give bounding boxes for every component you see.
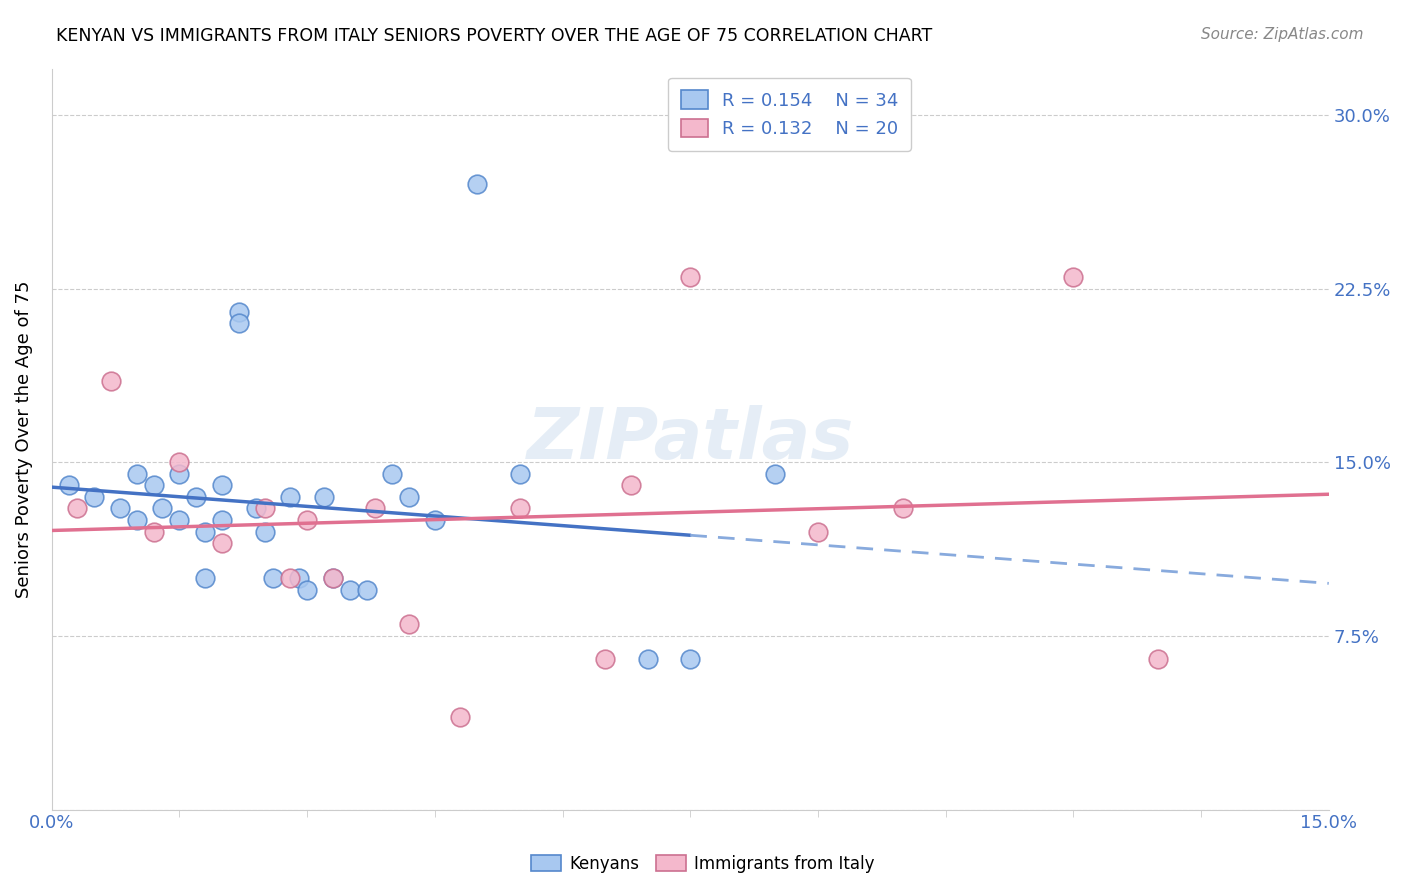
Point xyxy=(66,501,89,516)
Text: Source: ZipAtlas.com: Source: ZipAtlas.com xyxy=(1201,27,1364,42)
Point xyxy=(509,467,531,481)
Text: ZIPatlas: ZIPatlas xyxy=(527,405,853,474)
Point xyxy=(807,524,830,539)
Point xyxy=(253,524,276,539)
Point xyxy=(125,467,148,481)
Point xyxy=(467,178,489,192)
Point xyxy=(142,478,165,492)
Point xyxy=(125,513,148,527)
Point xyxy=(228,316,250,330)
Point xyxy=(287,571,309,585)
Point xyxy=(364,501,387,516)
Point xyxy=(194,524,217,539)
Point xyxy=(356,582,378,597)
Point xyxy=(423,513,446,527)
Point xyxy=(295,582,318,597)
Point xyxy=(278,490,301,504)
Point xyxy=(108,501,131,516)
Point xyxy=(253,501,276,516)
Text: KENYAN VS IMMIGRANTS FROM ITALY SENIORS POVERTY OVER THE AGE OF 75 CORRELATION C: KENYAN VS IMMIGRANTS FROM ITALY SENIORS … xyxy=(56,27,932,45)
Point xyxy=(169,513,191,527)
Point xyxy=(679,652,702,666)
Point xyxy=(194,571,217,585)
Point xyxy=(211,478,233,492)
Point xyxy=(278,571,301,585)
Point xyxy=(620,478,643,492)
Point xyxy=(322,571,344,585)
Point xyxy=(228,304,250,318)
Point xyxy=(186,490,208,504)
Point xyxy=(169,455,191,469)
Point xyxy=(398,490,420,504)
Point xyxy=(381,467,404,481)
Point xyxy=(314,490,336,504)
Legend: R = 0.154    N = 34, R = 0.132    N = 20: R = 0.154 N = 34, R = 0.132 N = 20 xyxy=(668,78,911,151)
Point xyxy=(1147,652,1170,666)
Point xyxy=(245,501,267,516)
Point xyxy=(262,571,284,585)
Point xyxy=(322,571,344,585)
Point xyxy=(211,536,233,550)
Point xyxy=(398,617,420,632)
Point xyxy=(763,467,786,481)
Point xyxy=(100,374,122,388)
Point xyxy=(142,524,165,539)
Y-axis label: Seniors Poverty Over the Age of 75: Seniors Poverty Over the Age of 75 xyxy=(15,280,32,598)
Point xyxy=(679,269,702,284)
Point xyxy=(295,513,318,527)
Legend: Kenyans, Immigrants from Italy: Kenyans, Immigrants from Italy xyxy=(524,848,882,880)
Point xyxy=(152,501,174,516)
Point xyxy=(509,501,531,516)
Point xyxy=(593,652,616,666)
Point xyxy=(211,513,233,527)
Point xyxy=(339,582,361,597)
Point xyxy=(891,501,914,516)
Point xyxy=(83,490,105,504)
Point xyxy=(1062,269,1084,284)
Point xyxy=(169,467,191,481)
Point xyxy=(637,652,659,666)
Point xyxy=(449,710,471,724)
Point xyxy=(58,478,80,492)
